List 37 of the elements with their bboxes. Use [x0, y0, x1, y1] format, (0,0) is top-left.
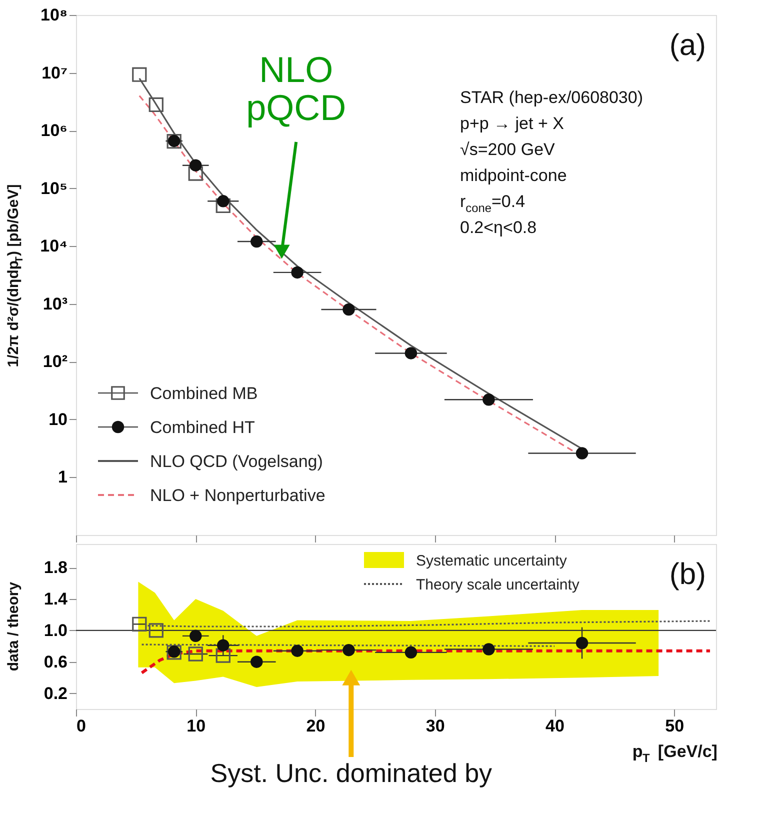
- legend-label: Systematic uncertainty: [416, 552, 568, 570]
- annotation: 0.2<η<0.8: [460, 218, 537, 237]
- x-tick-label: 10: [186, 716, 206, 736]
- legend-label: Combined MB: [150, 384, 258, 403]
- y-axis-title: data / theory: [5, 581, 22, 672]
- y-tick-label: 10⁶: [40, 121, 68, 140]
- y-tick-label: 10⁵: [40, 178, 68, 198]
- y-tick-label: 0.2: [44, 684, 68, 703]
- y-tick-label: 0.6: [44, 652, 68, 672]
- x-tick-label: 30: [426, 716, 445, 736]
- annotation: NLO pQCD: [246, 48, 346, 128]
- y-tick-label: 1.4: [44, 590, 68, 608]
- y-tick-label: 10⁸: [40, 6, 68, 24]
- annotation: Syst. Unc. dominated by: [210, 758, 492, 788]
- x-tick-label: 20: [306, 716, 326, 736]
- x-tick-label: 0: [76, 716, 86, 736]
- x-tick-label: 40: [546, 716, 564, 736]
- legend-label: NLO + Nonperturbative: [150, 486, 326, 505]
- annotation: (b): [669, 558, 706, 591]
- y-tick-label: 1.8: [44, 558, 68, 578]
- y-tick-label: 10⁴: [40, 236, 68, 256]
- y-tick-label: 1.0: [44, 620, 68, 640]
- annotation: (a): [669, 29, 706, 62]
- y-tick-label: 10²: [42, 352, 68, 372]
- legend-label: Theory scale uncertainty: [416, 576, 580, 594]
- y-axis-title: 1/2π d²σ/(dηdpT) [pb/GeV]: [5, 184, 26, 368]
- legend-label: Combined HT: [150, 418, 255, 437]
- annotation: p+p → jet + X: [460, 114, 564, 133]
- y-tick-label: 10: [48, 410, 68, 429]
- x-tick-label: 50: [665, 716, 684, 736]
- annotation: √s=200 GeV: [460, 140, 556, 159]
- legend-label: NLO QCD (Vogelsang): [150, 452, 323, 471]
- y-tick-label: 1: [58, 468, 68, 487]
- y-tick-label: 10³: [42, 294, 68, 314]
- y-tick-label: 10⁷: [42, 63, 68, 82]
- annotation: STAR (hep-ex/0608030): [460, 88, 644, 107]
- annotation: midpoint-cone: [460, 166, 567, 185]
